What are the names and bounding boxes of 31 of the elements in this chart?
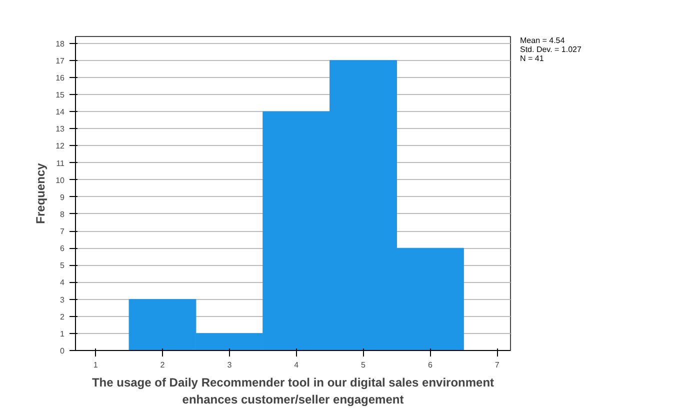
text: N = 41: [520, 54, 544, 63]
y-tick-label: 5: [60, 261, 66, 270]
y-tick-label: 8: [60, 210, 66, 219]
x-tick-label: 5: [361, 360, 366, 370]
x-tick-label: 3: [227, 360, 232, 370]
x-tick-label: 7: [494, 360, 500, 370]
y-tick-label: 7: [60, 227, 66, 236]
y-tick-label: 9: [60, 192, 66, 202]
x-tick-label: 2: [160, 360, 166, 370]
y-tick-label: 13: [56, 124, 66, 134]
y-tick-label: 10: [56, 176, 66, 185]
y-tick-label: 17: [56, 56, 66, 66]
y-tick-label: 1: [60, 329, 66, 338]
y-tick-label: 12: [56, 142, 66, 151]
y-tick-label: 11: [56, 158, 66, 168]
y-tick-label: 6: [60, 244, 66, 254]
text: Std. Dev. = 1.027: [520, 45, 582, 54]
y-tick-label: 15: [56, 90, 66, 100]
x-tick-label: 1: [93, 360, 98, 370]
text: Mean = 4.54: [520, 36, 565, 45]
y-tick-label: 18: [56, 39, 66, 48]
x-axis-title: The usage of Daily Recommender tool in our digital sales environment enhances customer/seller engagement: [92, 376, 494, 406]
x-tick-label: 4: [294, 360, 300, 370]
y-tick-label: 2: [60, 312, 66, 322]
y-tick-label: 4: [60, 278, 66, 288]
y-tick-label: 3: [60, 295, 66, 304]
y-tick-label: 14: [56, 108, 66, 117]
y-tick-label: 16: [56, 73, 66, 82]
x-tick-label: 6: [428, 360, 433, 370]
y-tick-label: 0: [60, 346, 66, 356]
y-axis-title: Frequency: [34, 162, 48, 224]
